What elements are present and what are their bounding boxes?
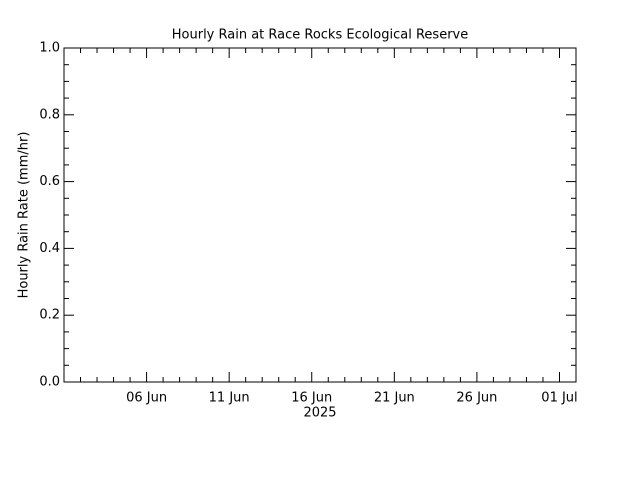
x-tick-label: 01 Jul bbox=[541, 391, 577, 406]
y-tick-label: 0.2 bbox=[39, 308, 60, 323]
y-tick-label: 0.4 bbox=[39, 241, 60, 256]
y-tick-label: 0.8 bbox=[39, 107, 60, 122]
chart-title: Hourly Rain at Race Rocks Ecological Res… bbox=[172, 28, 468, 43]
y-tick-label: 1.0 bbox=[39, 41, 60, 56]
y-tick-label: 0.6 bbox=[39, 174, 60, 189]
y-axis-label: Hourly Rain Rate (mm/hr) bbox=[17, 132, 32, 299]
x-tick-label: 21 Jun bbox=[374, 391, 415, 406]
x-axis-label: 2025 bbox=[303, 406, 336, 421]
y-tick-label: 0.0 bbox=[39, 375, 60, 390]
x-tick-label: 11 Jun bbox=[209, 391, 250, 406]
x-tick-label: 16 Jun bbox=[291, 391, 332, 406]
x-tick-label: 26 Jun bbox=[456, 391, 497, 406]
x-tick-label: 06 Jun bbox=[126, 391, 167, 406]
